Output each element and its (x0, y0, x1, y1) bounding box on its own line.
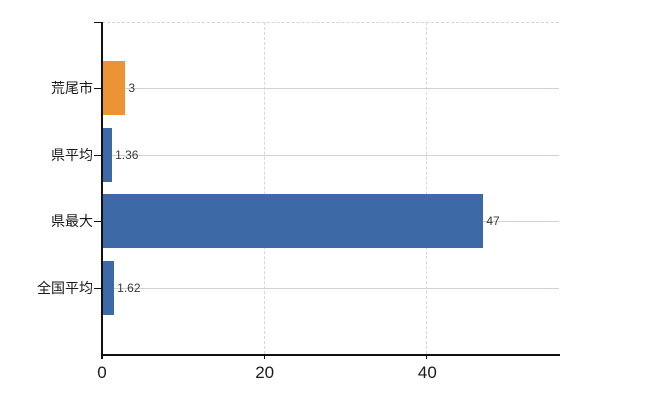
v-gridline (426, 22, 428, 354)
value-label: 1.36 (115, 147, 139, 162)
y-axis-tick (94, 287, 101, 289)
x-axis-line (101, 354, 560, 356)
bar (102, 127, 113, 182)
y-axis-line (101, 22, 103, 359)
x-tick-label: 40 (417, 363, 437, 382)
bar (102, 260, 115, 315)
y-axis-tick (94, 88, 101, 90)
bar (102, 61, 126, 116)
x-tick-label: 20 (255, 363, 275, 382)
bar (102, 194, 484, 249)
v-gridline (263, 22, 265, 354)
category-label: 県最大 (51, 213, 93, 230)
x-tick-label: 0 (97, 363, 107, 382)
y-axis-tick (94, 221, 101, 223)
h-gridline (102, 287, 559, 289)
h-gridline (102, 154, 559, 156)
h-gridline (102, 88, 559, 90)
category-label: 全国平均 (37, 279, 93, 296)
plot-top-border (102, 22, 559, 23)
x-axis-tick (426, 354, 428, 359)
value-label: 1.62 (117, 280, 141, 295)
value-label: 3 (128, 81, 136, 96)
category-label: 県平均 (51, 146, 93, 163)
x-axis-tick (263, 354, 265, 359)
y-axis-tick (94, 22, 101, 23)
y-axis-tick (94, 154, 101, 156)
category-label: 荒尾市 (51, 80, 93, 97)
value-label: 47 (486, 214, 500, 229)
